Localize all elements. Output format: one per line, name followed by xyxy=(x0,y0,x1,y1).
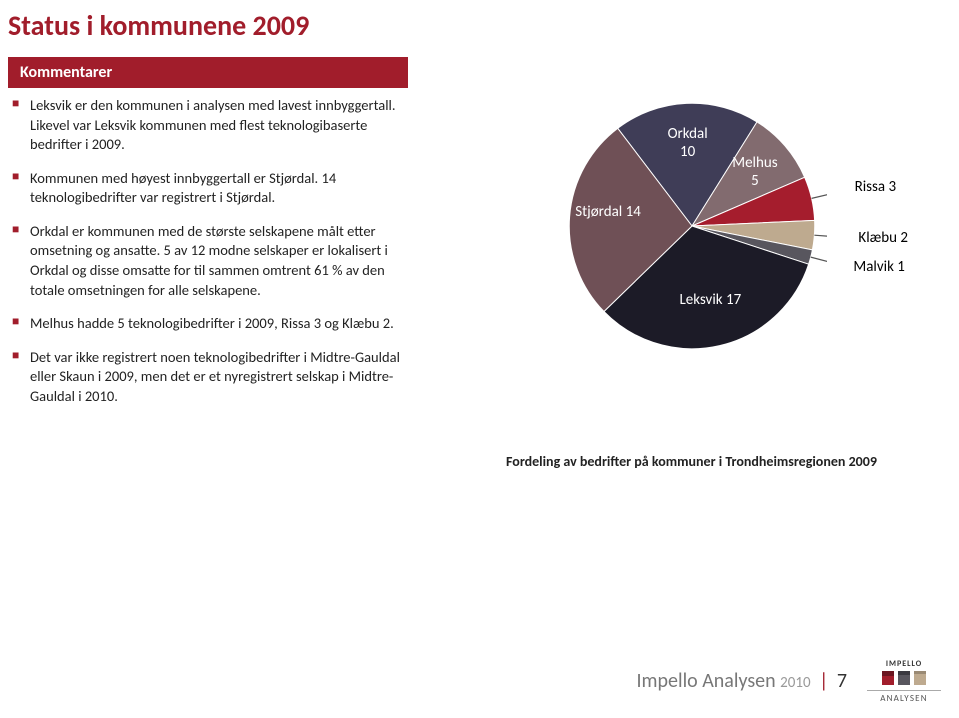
svg-text:IMPELLO: IMPELLO xyxy=(886,659,922,669)
list-item: Orkdal er kommunen med de største selska… xyxy=(12,222,404,314)
list-item: Melhus hadde 5 teknologibedrifter i 2009… xyxy=(12,314,404,348)
pie-chart: Orkdal10Melhus5Rissa 3Klæbu 2Malvik 1Lek… xyxy=(442,61,942,441)
pie-label-outside: Rissa 3 xyxy=(855,179,935,196)
comments-header: Kommentarer xyxy=(8,57,408,88)
logo-subtext: ANALYSEN xyxy=(867,690,941,704)
page-title: Status i kommunene 2009 xyxy=(0,0,959,57)
pie-label-outside: Malvik 1 xyxy=(853,259,933,276)
list-item: Leksvik er den kommunen i analysen med l… xyxy=(12,96,404,169)
pie-svg xyxy=(557,91,827,361)
page-footer: Impello Analysen 2010 | 7 IMPELLO ANALYS… xyxy=(637,657,942,704)
footer-sep: | xyxy=(815,669,832,693)
footer-page-number: 7 xyxy=(837,669,847,693)
footer-text: Impello Analysen 2010 | 7 xyxy=(637,669,848,693)
comments-panel: Kommentarer Leksvik er den kommunen i an… xyxy=(8,57,408,470)
chart-panel: Orkdal10Melhus5Rissa 3Klæbu 2Malvik 1Lek… xyxy=(432,57,951,470)
list-item: Kommunen med høyest innbyggertall er Stj… xyxy=(12,169,404,222)
comments-list: Leksvik er den kommunen i analysen med l… xyxy=(8,88,408,420)
impello-logo: IMPELLO ANALYSEN xyxy=(867,657,941,704)
list-item: Det var ikke registrert noen teknologibe… xyxy=(12,348,404,421)
logo-icon: IMPELLO xyxy=(874,657,934,687)
chart-caption: Fordeling av bedrifter på kommuner i Tro… xyxy=(506,453,877,470)
footer-year: 2010 xyxy=(780,674,810,692)
pie-label-outside: Klæbu 2 xyxy=(858,230,938,247)
content-row: Kommentarer Leksvik er den kommunen i an… xyxy=(0,57,959,470)
footer-brand: Impello Analysen xyxy=(637,669,776,693)
